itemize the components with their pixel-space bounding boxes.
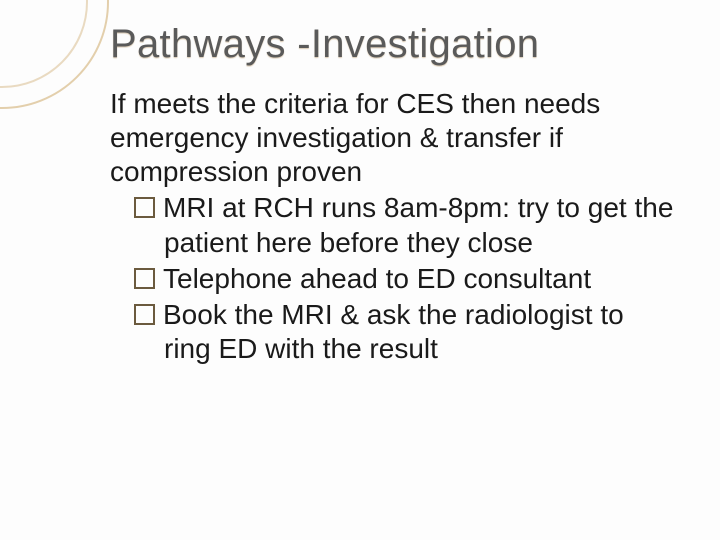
- bullet-item: Telephone ahead to ED consultant: [110, 262, 675, 296]
- slide-title: Pathways -Investigation: [110, 22, 675, 67]
- bullet-item: Book the MRI & ask the radiologist to ri…: [110, 298, 675, 366]
- checkbox-icon: [134, 268, 155, 289]
- checkbox-icon: [134, 304, 155, 325]
- bullet-text: Book the MRI & ask the radiologist to ri…: [163, 299, 624, 364]
- bullet-text: Telephone ahead to ED consultant: [163, 263, 591, 294]
- bullet-text: MRI at RCH runs 8am-8pm: try to get the …: [163, 192, 673, 257]
- slide-content: Pathways -Investigation If meets the cri…: [0, 0, 720, 540]
- bullet-item: MRI at RCH runs 8am-8pm: try to get the …: [110, 191, 675, 259]
- intro-paragraph: If meets the criteria for CES then needs…: [110, 87, 675, 189]
- slide-body: If meets the criteria for CES then needs…: [110, 87, 675, 366]
- checkbox-icon: [134, 197, 155, 218]
